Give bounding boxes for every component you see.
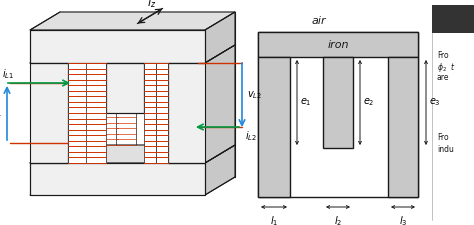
Polygon shape — [30, 145, 235, 163]
Text: are: are — [437, 72, 449, 81]
Bar — [388, 57, 418, 197]
Text: $\phi_2$  t: $\phi_2$ t — [437, 61, 456, 74]
Text: Fro: Fro — [437, 133, 448, 142]
Polygon shape — [30, 30, 205, 63]
Bar — [98, 45, 118, 145]
Polygon shape — [198, 45, 235, 145]
Text: $e_2$: $e_2$ — [363, 97, 374, 108]
Polygon shape — [30, 163, 205, 195]
Text: $l_3$: $l_3$ — [399, 214, 407, 225]
Bar — [86, 63, 106, 163]
Bar — [174, 45, 186, 145]
Bar — [144, 63, 156, 163]
Text: Fro: Fro — [437, 50, 448, 59]
Bar — [68, 63, 88, 163]
Bar — [323, 57, 353, 148]
Bar — [156, 63, 168, 163]
Polygon shape — [106, 63, 144, 113]
Text: air: air — [311, 16, 326, 26]
Text: $i_{L2}$: $i_{L2}$ — [245, 129, 257, 143]
Polygon shape — [60, 145, 235, 177]
Polygon shape — [205, 45, 235, 163]
Text: $l_z$: $l_z$ — [147, 0, 156, 10]
Bar — [186, 45, 198, 145]
Polygon shape — [60, 12, 235, 45]
Bar — [258, 32, 418, 197]
Polygon shape — [30, 63, 68, 163]
Polygon shape — [168, 63, 205, 163]
Text: $l_1$: $l_1$ — [270, 214, 278, 225]
Bar — [258, 57, 290, 197]
Polygon shape — [205, 12, 235, 63]
Bar — [258, 32, 418, 57]
Polygon shape — [106, 45, 174, 63]
Bar — [432, 5, 474, 33]
Text: $e_3$: $e_3$ — [429, 97, 441, 108]
Bar — [116, 45, 136, 145]
Text: $v_{L2}$: $v_{L2}$ — [247, 89, 262, 101]
Text: iron: iron — [327, 40, 349, 50]
Text: $v_{L1}$: $v_{L1}$ — [0, 107, 2, 119]
Text: $e_1$: $e_1$ — [300, 97, 311, 108]
Polygon shape — [205, 145, 235, 195]
Text: indu: indu — [437, 144, 454, 153]
Text: $l_2$: $l_2$ — [334, 214, 342, 225]
Polygon shape — [136, 45, 174, 95]
Text: $i_{L1}$: $i_{L1}$ — [2, 67, 14, 81]
Polygon shape — [144, 45, 174, 113]
Polygon shape — [68, 45, 98, 163]
Polygon shape — [30, 12, 235, 30]
Polygon shape — [60, 45, 98, 145]
